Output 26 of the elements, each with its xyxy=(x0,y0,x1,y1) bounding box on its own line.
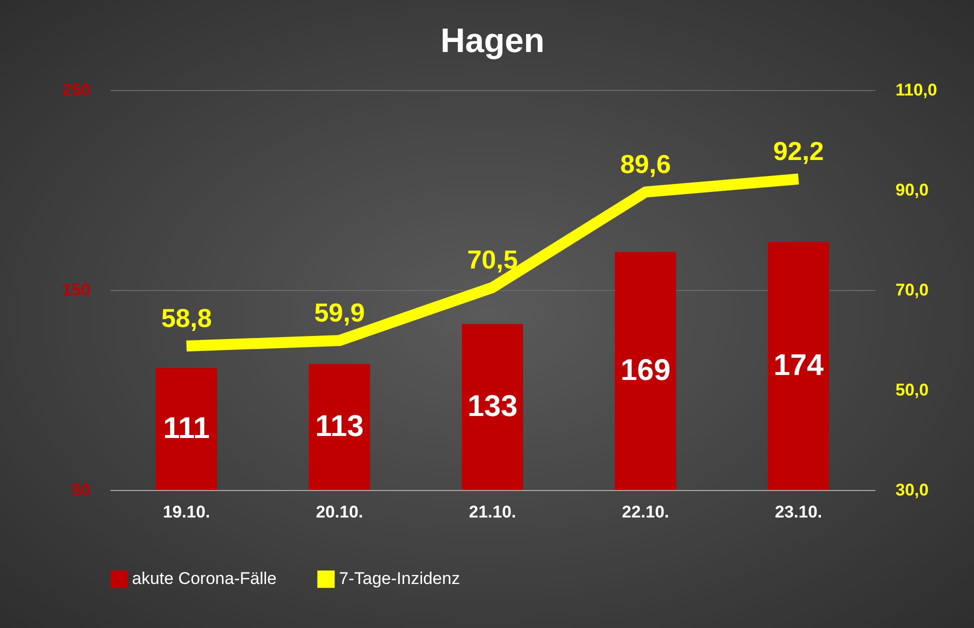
x-tick-label: 20.10. xyxy=(316,502,364,522)
data-label: 174 xyxy=(773,349,824,382)
y2-tick-label: 70,0 xyxy=(896,280,929,300)
y-tick-label: 50 xyxy=(72,480,90,500)
y2-tick-label: 30,0 xyxy=(896,480,929,500)
x-tick-label: 22.10. xyxy=(622,502,670,522)
data-label: 111 xyxy=(163,412,210,445)
data-label: 89,6 xyxy=(620,149,671,179)
x-tick-label: 19.10. xyxy=(162,502,210,522)
data-label: 169 xyxy=(620,354,671,387)
y-tick-label: 250 xyxy=(62,80,90,100)
data-label: 133 xyxy=(467,390,518,423)
data-label: 92,2 xyxy=(773,136,824,166)
data-label: 58,8 xyxy=(161,303,212,333)
data-label: 59,9 xyxy=(314,298,365,328)
y-tick-label: 150 xyxy=(62,280,90,300)
chart-title: Hagen xyxy=(440,22,544,60)
y2-tick-label: 50,0 xyxy=(896,380,929,400)
y2-tick-label: 110,0 xyxy=(896,80,938,100)
y2-tick-label: 90,0 xyxy=(896,180,929,200)
x-tick-label: 21.10. xyxy=(468,502,516,522)
legend-label: 7-Tage-Inzidenz xyxy=(339,569,460,588)
x-tick-label: 23.10. xyxy=(774,502,822,522)
data-label: 70,5 xyxy=(467,244,518,274)
data-label: 113 xyxy=(315,410,364,443)
legend-label: akute Corona-Fälle xyxy=(132,569,277,588)
